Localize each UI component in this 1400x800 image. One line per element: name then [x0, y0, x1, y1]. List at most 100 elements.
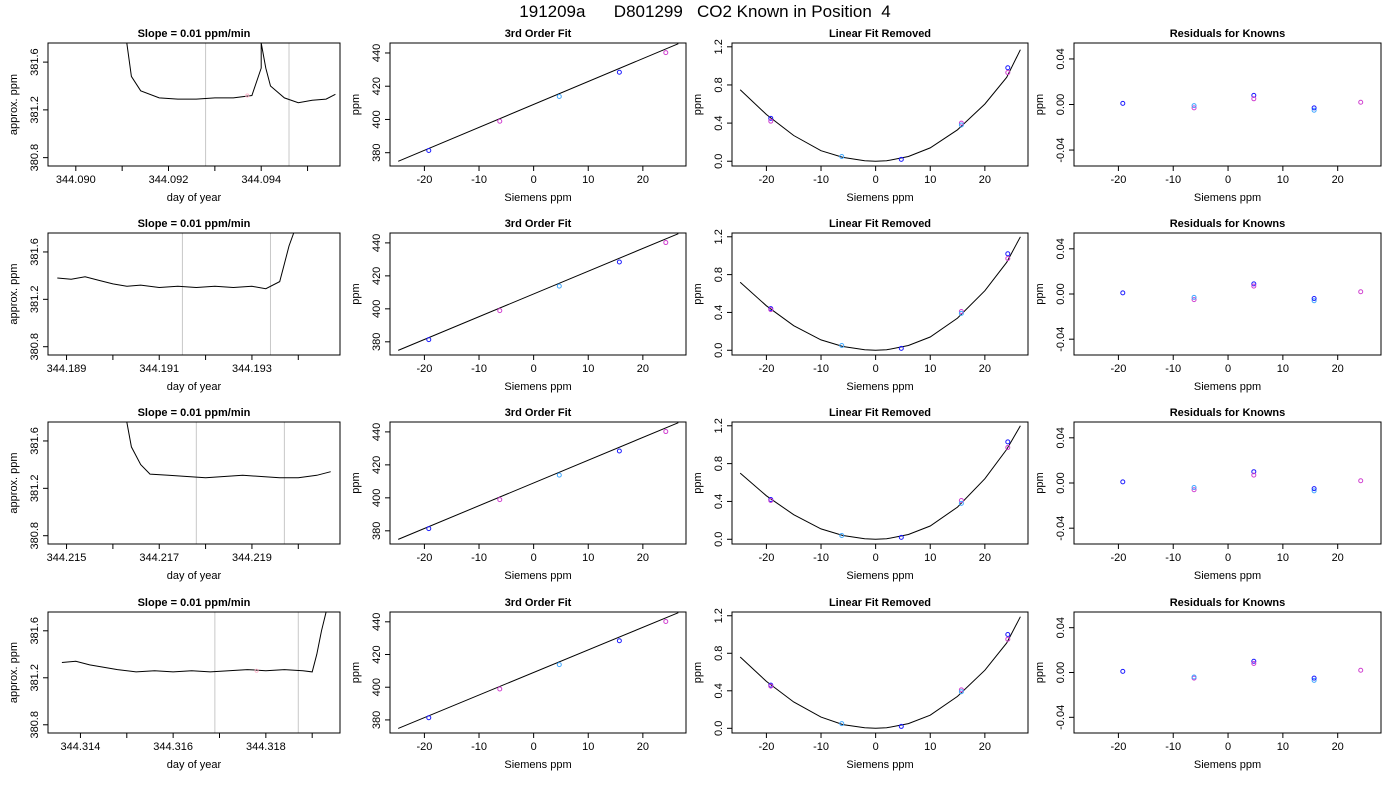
- y-tick-label-2: 400: [371, 678, 383, 696]
- plot-frame: [47, 232, 341, 356]
- data-point-8: [1358, 667, 1364, 673]
- y-tick-label-3: 420: [371, 267, 383, 285]
- y-tick-label-1: -0.04: [1055, 138, 1067, 163]
- x-tick-label-3: 344.318: [246, 741, 286, 753]
- plot-area: [1120, 281, 1364, 304]
- y-tick-label-3: 0.8: [713, 456, 725, 471]
- panel-title: Residuals for Knowns: [1170, 407, 1286, 419]
- data-point-4: [616, 69, 622, 75]
- x-tick-label-1: 344.215: [47, 552, 87, 564]
- fit-line: [397, 233, 679, 351]
- plot-frame: [47, 42, 341, 167]
- y-tick-label-3: 0.04: [1055, 427, 1067, 448]
- data-point-7: [1005, 65, 1011, 71]
- y-tick-label-2: 381.2: [29, 96, 41, 124]
- y-axis-label: approx. ppm: [8, 74, 20, 135]
- plot-area: [397, 43, 679, 162]
- data-point-7: [1005, 439, 1011, 445]
- y-tick-label-3: 0.8: [713, 267, 725, 282]
- data-point-6: [1311, 107, 1317, 113]
- data-point-3: [1191, 103, 1197, 109]
- data-point-8: [1005, 445, 1011, 451]
- x-tick-label-5: 20: [1332, 741, 1344, 753]
- panel-r4-c1: 344.314 344.316 344.318 380.8 381.2 381.6 Slop…: [8, 597, 341, 771]
- data-point-3: [839, 721, 845, 727]
- panel-r2-c1: 344.189 344.191 344.193 380.8 381.2 381.6 Slop…: [8, 218, 341, 393]
- data-point-3: [839, 153, 845, 159]
- panel-title: Residuals for Knowns: [1170, 597, 1286, 609]
- panel-title: 3rd Order Fit: [505, 28, 572, 40]
- data-point-6: [1311, 298, 1317, 304]
- panel-title: 3rd Order Fit: [505, 407, 572, 419]
- x-tick-label-4: 10: [924, 741, 936, 753]
- x-tick-label-2: -10: [813, 741, 829, 753]
- panel-title: Residuals for Knowns: [1170, 218, 1286, 230]
- data-point-1: [1120, 100, 1126, 106]
- plot-frame: [389, 232, 687, 356]
- y-tick-label-4: 1.2: [713, 608, 725, 623]
- x-tick-label-2: -10: [1165, 552, 1181, 564]
- y-tick-label-3: 420: [371, 456, 383, 474]
- x-tick-label-5: 20: [637, 363, 649, 375]
- data-point-3: [1191, 294, 1197, 300]
- plot-area: [397, 422, 679, 540]
- y-axis-label: ppm: [1034, 662, 1046, 683]
- y-axis-label: ppm: [1034, 283, 1046, 304]
- y-tick-label-4: 1.2: [713, 418, 725, 433]
- y-tick-label-3: 0.04: [1055, 617, 1067, 638]
- panel-title: Linear Fit Removed: [829, 597, 931, 609]
- plot-area: [739, 236, 1021, 351]
- x-tick-label-4: 10: [924, 174, 936, 186]
- y-tick-label-1: 380.8: [29, 711, 41, 739]
- plot-area: [1120, 469, 1364, 494]
- data-point-4: [1251, 92, 1257, 98]
- data-point-8: [1358, 289, 1364, 295]
- panel-r3-c1: 344.215 344.217 344.219 380.8 381.2 381.6 Slop…: [8, 407, 341, 582]
- x-axis-label: Siemens ppm: [1194, 759, 1261, 771]
- x-tick-label-1: -20: [1110, 363, 1126, 375]
- trace-line: [61, 612, 327, 673]
- data-point-3: [1191, 485, 1197, 491]
- x-tick-label-5: 20: [979, 363, 991, 375]
- x-tick-label-1: -20: [758, 174, 774, 186]
- y-tick-label-1: 0.0: [713, 532, 725, 547]
- x-tick-label-4: 10: [582, 363, 594, 375]
- y-tick-label-1: 380: [371, 711, 383, 729]
- y-tick-label-2: 0.00: [1055, 662, 1067, 683]
- data-point-5: [958, 687, 964, 693]
- y-tick-label-1: 380.8: [29, 333, 41, 361]
- data-point-2: [768, 497, 774, 503]
- data-point-4: [616, 259, 622, 265]
- panel-r1-c4: -20 -10 0 10 20 -0.04 0.00 0.04 Residuals for Kn…: [1034, 28, 1382, 204]
- data-point-7: [1311, 296, 1317, 302]
- fit-curve: [739, 236, 1021, 351]
- panel-r1-c3: -20 -10 0 10 20 0.0 0.4 0.8 1.2 Linear Fit Remove…: [692, 28, 1029, 204]
- data-point-5: [663, 429, 669, 435]
- x-tick-label-3: 0: [873, 552, 879, 564]
- data-point-2: [1191, 297, 1197, 303]
- x-tick-label-1: 344.189: [47, 363, 87, 375]
- panel-r3-c3: -20 -10 0 10 20 0.0 0.4 0.8 1.2 Linear Fit Remove…: [692, 407, 1029, 582]
- x-axis-label: Siemens ppm: [846, 381, 913, 393]
- x-tick-label-3: 0: [873, 363, 879, 375]
- x-tick-label-2: -10: [813, 552, 829, 564]
- data-point-4: [616, 448, 622, 454]
- y-tick-label-1: 0.0: [713, 154, 725, 169]
- y-tick-label-4: 440: [371, 613, 383, 631]
- panel-title: Slope = 0.01 ppm/min: [138, 407, 251, 419]
- data-point-2: [497, 497, 503, 503]
- y-tick-label-3: 0.04: [1055, 238, 1067, 259]
- y-tick-label-2: 0.4: [713, 305, 725, 320]
- data-point-2: [497, 686, 503, 692]
- trace-marker-1: [254, 668, 259, 673]
- x-tick-label-1: -20: [758, 363, 774, 375]
- data-point-1: [426, 526, 432, 532]
- y-tick-label-1: -0.04: [1055, 516, 1067, 541]
- y-tick-label-3: 0.8: [713, 646, 725, 661]
- y-tick-label-2: 400: [371, 489, 383, 507]
- trace-marker-1: [245, 93, 250, 98]
- data-point-8: [1005, 636, 1011, 642]
- data-point-5: [663, 618, 669, 624]
- data-point-2: [1191, 487, 1197, 493]
